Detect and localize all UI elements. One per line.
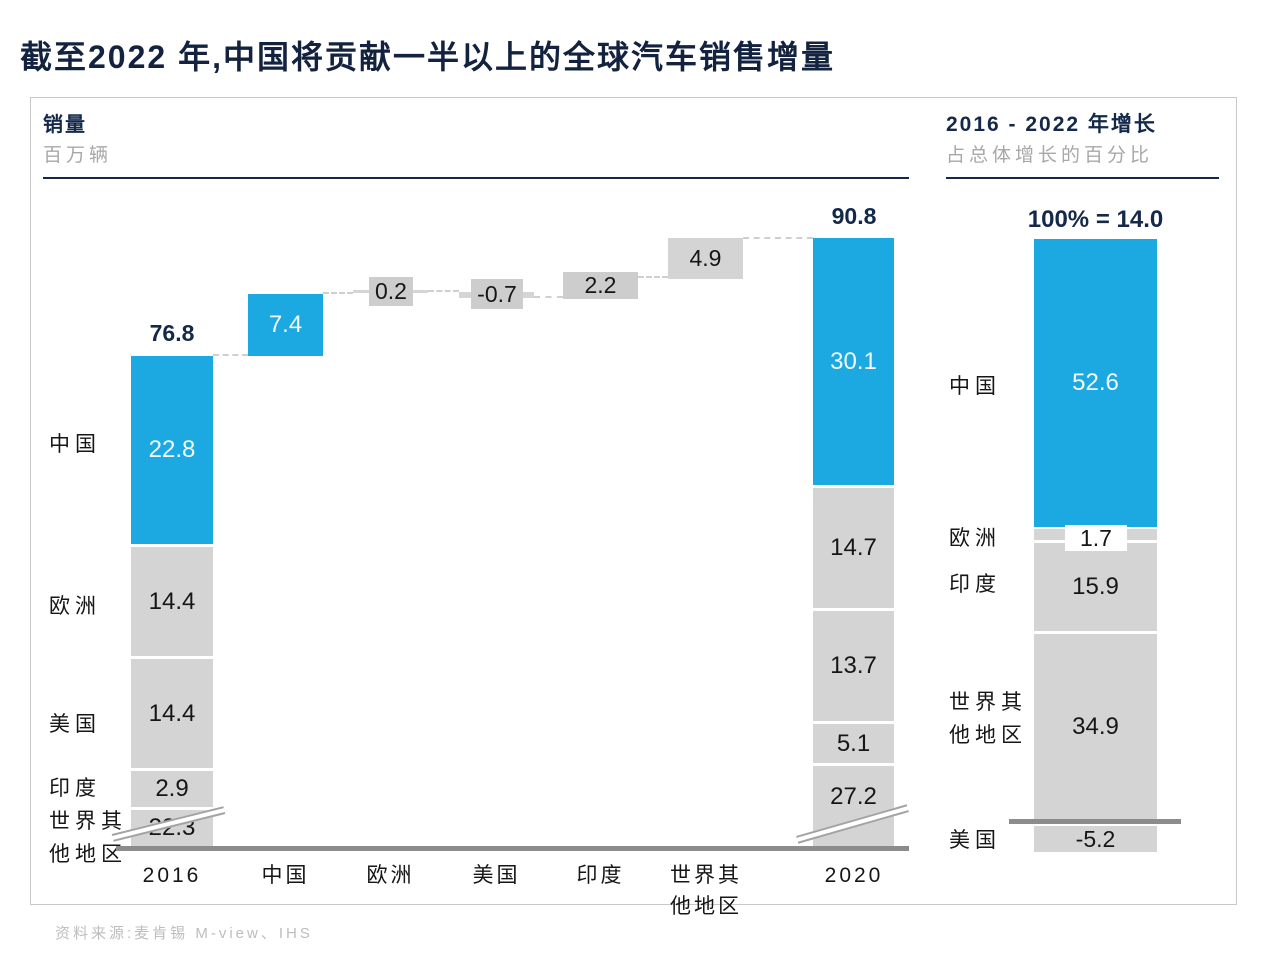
connector-6: [743, 237, 813, 239]
x-label-2016: 2016: [142, 864, 202, 887]
bar2016-usa-value: 14.4: [148, 699, 196, 727]
rightbar-segment-india: 15.9: [1034, 543, 1157, 631]
right-header-rule: [946, 177, 1219, 179]
delta-europe-value: 0.2: [375, 278, 407, 304]
right-chart-subtitle: 占总体增长的百分比: [946, 145, 1154, 166]
delta-row-value: 4.9: [689, 245, 722, 271]
bar2016-china-value: 22.8: [148, 436, 196, 463]
rightbar-segment-china: 52.6: [1034, 239, 1157, 527]
delta-usa-value: -0.7: [477, 280, 517, 307]
rightbar-segment-row: 34.9: [1034, 634, 1157, 819]
page-title: 截至2022 年,中国将贡献一半以上的全球汽车销售增量: [20, 39, 835, 75]
source-note: 资料来源:麦肯锡 M-view、IHS: [55, 925, 313, 942]
delta-china-value: 7.4: [268, 311, 303, 338]
right-legend-india: 印度: [949, 573, 1001, 596]
chart-frame: 销量 百万辆 2016 - 2022 年增长 占总体增长的百分比 76.8 22…: [30, 97, 1237, 918]
bar2020-segment-china: 30.1: [813, 238, 894, 485]
x-label-europe: 欧洲: [366, 864, 415, 887]
delta-row-bar: 4.9: [668, 238, 743, 279]
rightbar-usa-value: -5.2: [1075, 825, 1116, 852]
x-label-china: 中国: [261, 864, 310, 887]
bar2020-segment-row: 27.2: [813, 766, 894, 846]
x-label-row: 世界其他地区: [670, 864, 742, 918]
connector-3: [428, 290, 459, 292]
delta-europe-chip: 0.2: [369, 277, 413, 306]
bar2020-row-value: 27.2: [830, 783, 877, 810]
rightbar-row-value: 34.9: [1072, 712, 1119, 740]
bar2016-segment-europe: 14.4: [131, 547, 213, 656]
right-legend-europe: 欧洲: [949, 527, 1001, 550]
bar2016-segment-usa: 14.4: [131, 659, 213, 768]
right-legend-usa: 美国: [949, 829, 1001, 852]
connector-5: [638, 276, 668, 278]
legend-china: 中国: [49, 433, 101, 456]
bar2016-europe-value: 14.4: [148, 587, 196, 615]
rightbar-china-value: 52.6: [1072, 369, 1119, 396]
bar2020-segment-usa: 13.7: [813, 611, 894, 721]
bar2020-segment-india: 5.1: [813, 724, 894, 763]
x-label-india: 印度: [576, 864, 625, 887]
legend-usa: 美国: [49, 713, 101, 736]
bar2020-europe-value: 14.7: [830, 534, 877, 561]
bar2016-segment-china: 22.8: [131, 356, 213, 544]
legend-europe: 欧洲: [49, 595, 101, 618]
total-2016: 76.8: [149, 320, 195, 346]
bar2016-india-value: 2.9: [155, 775, 189, 802]
x-label-2020: 2020: [824, 864, 884, 887]
left-chart-title: 销量: [43, 114, 87, 136]
right-legend-china: 中国: [949, 375, 1001, 398]
bar2020-india-value: 5.1: [836, 729, 871, 757]
bar2020-usa-value: 13.7: [830, 652, 877, 679]
right-legend-row: 世界其他地区: [949, 691, 1027, 747]
left-axis-line: [116, 846, 909, 851]
left-chart-unit: 百万辆: [43, 145, 113, 166]
right-chart-title: 2016 - 2022 年增长: [946, 113, 1157, 136]
connector-1: [213, 354, 248, 356]
left-header-rule: [43, 177, 909, 179]
right-axis-line: [1009, 819, 1181, 824]
rightbar-europe-chip: 1.7: [1065, 525, 1127, 551]
connector-4: [534, 296, 563, 298]
delta-india-value: 2.2: [584, 272, 617, 298]
legend-row: 世界其他地区: [49, 810, 127, 866]
delta-china-bar: 7.4: [248, 294, 323, 356]
rightbar-segment-usa: -5.2: [1034, 826, 1157, 852]
x-label-usa: 美国: [472, 864, 521, 887]
bar2020-segment-europe: 14.7: [813, 488, 894, 608]
rightbar-india-value: 15.9: [1072, 573, 1119, 600]
bar2016-segment-india: 2.9: [131, 771, 213, 807]
bar2020-china-value: 30.1: [830, 347, 877, 375]
delta-india-bar: 2.2: [563, 272, 638, 299]
right-total-label: 100% = 14.0: [1027, 206, 1164, 233]
delta-usa-chip: -0.7: [471, 279, 523, 309]
connector-2: [323, 292, 353, 294]
total-2020: 90.8: [831, 203, 877, 229]
legend-india: 印度: [49, 777, 101, 800]
rightbar-europe-value: 1.7: [1080, 524, 1112, 551]
